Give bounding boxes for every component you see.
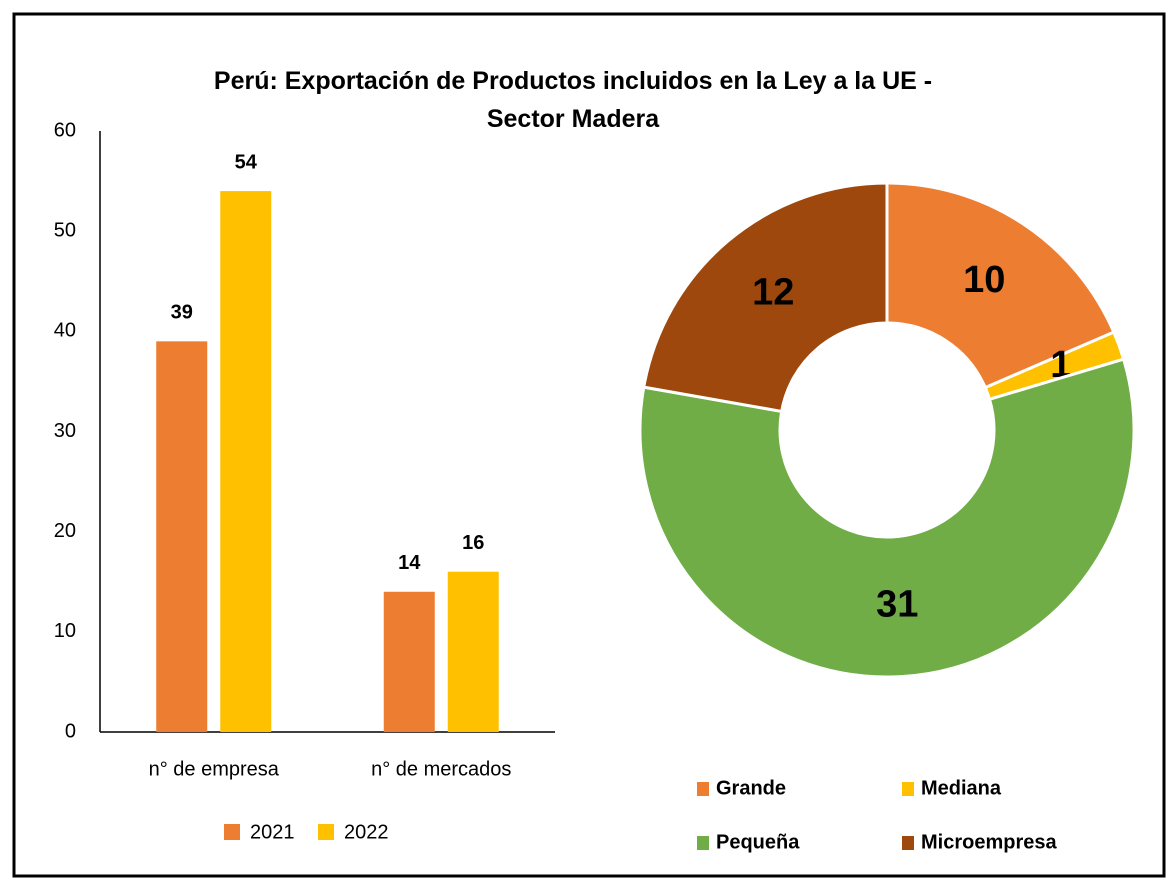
legend-label: Microempresa <box>921 831 1057 853</box>
y-tick-label: 50 <box>54 219 76 241</box>
legend-label: 2021 <box>250 821 295 843</box>
donut-slice <box>885 181 1116 390</box>
chart-title: Perú: Exportación de Productos incluidos… <box>213 67 933 133</box>
donut-slice <box>638 357 1136 679</box>
data-label: 16 <box>462 532 484 554</box>
legend-swatch <box>697 836 709 850</box>
legend-label: 2022 <box>344 821 389 843</box>
data-label: 12 <box>752 271 794 313</box>
legend-label: Mediana <box>921 777 1002 799</box>
legend-swatch <box>902 836 914 850</box>
data-label: 31 <box>876 584 918 626</box>
legend-label: Pequeña <box>716 831 800 853</box>
y-tick-label: 40 <box>54 320 76 342</box>
data-label: 10 <box>963 259 1005 301</box>
bar <box>447 571 499 732</box>
data-label: 54 <box>235 151 258 173</box>
bar <box>383 591 435 732</box>
y-tick-label: 30 <box>54 420 76 442</box>
donut-slice <box>642 181 889 414</box>
data-label: 39 <box>171 302 193 324</box>
y-tick-label: 10 <box>54 620 76 642</box>
x-tick-label: n° de empresa <box>149 758 280 780</box>
frame-border <box>12 12 1166 878</box>
y-tick-label: 0 <box>65 720 76 742</box>
y-tick-label: 60 <box>54 119 76 141</box>
x-tick-label: n° de mercados <box>371 758 511 780</box>
legend-swatch <box>902 782 914 796</box>
legend-swatch <box>224 824 240 840</box>
legend-swatch <box>318 824 334 840</box>
y-tick-label: 20 <box>54 520 76 542</box>
legend-swatch <box>697 782 709 796</box>
data-label: 14 <box>398 552 421 574</box>
legend-label: Grande <box>716 777 786 799</box>
bar <box>220 191 272 733</box>
bar <box>156 341 208 732</box>
